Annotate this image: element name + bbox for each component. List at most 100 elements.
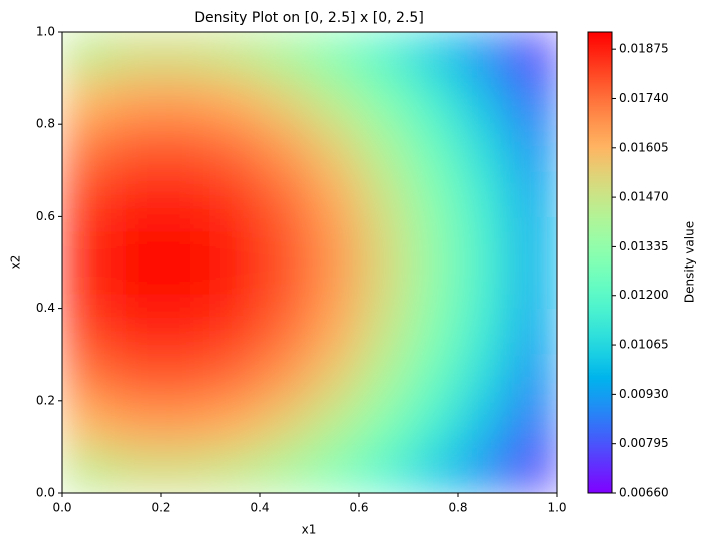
density-cell <box>62 32 112 79</box>
density-cell <box>210 32 261 79</box>
density-cell <box>161 32 211 79</box>
density-cell <box>260 32 310 79</box>
density-cell <box>210 124 261 171</box>
plot-area <box>62 32 557 493</box>
density-cell <box>309 124 360 171</box>
density-cell <box>210 78 261 125</box>
density-cell <box>111 170 162 217</box>
density-cell <box>62 354 112 402</box>
density-cell <box>260 216 310 263</box>
density-cell <box>62 216 112 263</box>
density-cell <box>260 124 310 171</box>
density-cell <box>111 446 162 493</box>
y-tick-label: 1.0 <box>36 25 55 39</box>
density-cell <box>260 262 310 310</box>
density-cell <box>161 262 211 310</box>
density-cell <box>210 308 261 356</box>
density-cell <box>111 308 162 356</box>
colorbar-tick-label: 0.01875 <box>619 42 669 56</box>
y-tick-label: 0.6 <box>36 209 55 223</box>
colorbar-tick-label: 0.01470 <box>619 190 669 204</box>
x-tick-label: 0.0 <box>52 501 71 515</box>
colorbar-tick-label: 0.00930 <box>619 387 669 401</box>
density-cell <box>507 446 557 493</box>
density-cell <box>507 400 557 448</box>
density-cell <box>507 78 557 125</box>
density-cell <box>309 32 360 79</box>
density-cell <box>210 400 261 448</box>
density-cell <box>210 216 261 263</box>
density-cell <box>359 216 409 263</box>
density-cell <box>507 308 557 356</box>
density-cell <box>161 216 211 263</box>
density-cell <box>359 170 409 217</box>
density-cell <box>309 308 360 356</box>
density-cell <box>408 354 459 402</box>
density-cell <box>210 170 261 217</box>
y-tick-label: 0.0 <box>36 486 55 500</box>
density-cell <box>408 124 459 171</box>
density-cell <box>111 32 162 79</box>
density-cell <box>359 32 409 79</box>
density-cell <box>309 446 360 493</box>
density-cell <box>309 354 360 402</box>
x-tick-label: 0.2 <box>151 501 170 515</box>
density-cell <box>210 354 261 402</box>
density-cell <box>62 170 112 217</box>
x-tick-label: 0.8 <box>448 501 467 515</box>
density-cell <box>408 216 459 263</box>
density-cell <box>359 308 409 356</box>
density-cell <box>260 170 310 217</box>
colorbar-tick-label: 0.00660 <box>619 486 669 500</box>
density-cell <box>507 262 557 310</box>
density-cell <box>458 400 508 448</box>
density-cell <box>408 446 459 493</box>
density-cell <box>458 32 508 79</box>
density-cell <box>111 262 162 310</box>
colorbar-tick-label: 0.01200 <box>619 288 669 302</box>
density-cell <box>309 170 360 217</box>
density-cell <box>408 308 459 356</box>
colorbar <box>587 31 613 494</box>
density-cell <box>62 124 112 171</box>
y-tick-label: 0.2 <box>36 393 55 407</box>
x-tick-label: 1.0 <box>547 501 566 515</box>
density-cell <box>359 446 409 493</box>
density-cell <box>161 124 211 171</box>
density-cell <box>458 216 508 263</box>
density-cell <box>507 124 557 171</box>
x-axis-label: x1 <box>302 523 317 537</box>
density-cell <box>260 308 310 356</box>
density-cell <box>359 354 409 402</box>
density-cell <box>458 262 508 310</box>
density-cell <box>408 262 459 310</box>
density-cell <box>359 400 409 448</box>
density-cell <box>458 170 508 217</box>
x-tick-label: 0.4 <box>250 501 269 515</box>
colorbar-tick-label: 0.01335 <box>619 239 669 253</box>
density-cell <box>458 446 508 493</box>
density-cell <box>260 446 310 493</box>
y-tick-label: 0.4 <box>36 301 55 315</box>
density-cell <box>62 400 112 448</box>
chart-title: Density Plot on [0, 2.5] x [0, 2.5] <box>194 10 424 26</box>
density-cell <box>408 78 459 125</box>
density-field <box>62 32 557 493</box>
density-cell <box>62 446 112 493</box>
density-cell <box>309 216 360 263</box>
colorbar-tick-label: 0.00795 <box>619 436 669 450</box>
density-cell <box>458 308 508 356</box>
density-cell <box>161 446 211 493</box>
density-cell <box>359 262 409 310</box>
density-cell <box>458 78 508 125</box>
colorbar-tick-label: 0.01740 <box>619 91 669 105</box>
density-cell <box>359 124 409 171</box>
colorbar-label: Density value <box>683 221 697 303</box>
plot-frame <box>61 31 558 494</box>
density-cell <box>111 400 162 448</box>
density-cell <box>507 170 557 217</box>
density-cell <box>260 354 310 402</box>
density-cell <box>408 32 459 79</box>
density-cell <box>161 308 211 356</box>
